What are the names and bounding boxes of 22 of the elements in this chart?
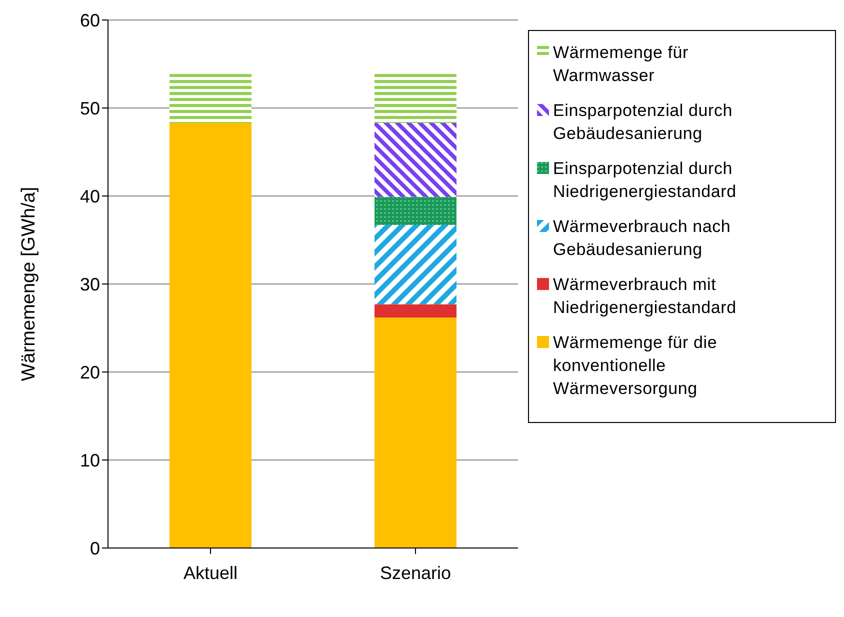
x-tick-label: Aktuell (183, 562, 238, 583)
legend-label: Wärmemenge für Warmwasser (553, 42, 690, 87)
y-tick-label: 30 (80, 274, 100, 294)
y-tick-label: 60 (80, 10, 100, 30)
bar (374, 196, 456, 226)
legend-label: Einsparpotenzial durch Niedrigenergiestandard (553, 158, 738, 203)
y-tick-label: 0 (90, 538, 100, 558)
bar (374, 122, 456, 197)
y-tick-label: 20 (80, 362, 100, 382)
x-tick-label: Szenario (380, 562, 452, 583)
y-tick-label: 50 (80, 98, 100, 118)
legend-label: Wärmeverbrauch nach Gebäudesanierung (553, 216, 732, 261)
legend-label: Einsparpotenzial durch Gebäudesanierung (553, 100, 734, 145)
bar (374, 304, 456, 318)
bar (374, 225, 456, 304)
y-tick-label: 40 (80, 186, 100, 206)
y-axis-title: Wärmemenge [GWh/a] (18, 186, 40, 382)
y-tick-label: 10 (80, 450, 100, 470)
legend-label: Wärmeverbrauch mit Niedrigenergiestandard (553, 274, 738, 319)
legend-label: Wärmemenge für die konventionelle Wärmeversorgung (553, 332, 718, 400)
bar (374, 317, 456, 548)
bar (170, 122, 252, 548)
